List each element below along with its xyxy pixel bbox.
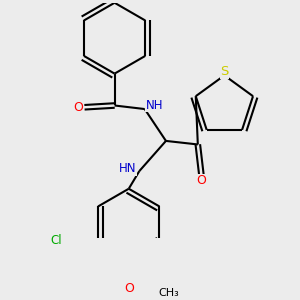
- Text: O: O: [73, 101, 83, 114]
- Text: HN: HN: [119, 162, 137, 175]
- Text: O: O: [196, 174, 206, 188]
- Text: CH₃: CH₃: [158, 288, 179, 298]
- Text: NH: NH: [146, 99, 164, 112]
- Text: S: S: [220, 65, 229, 78]
- Text: Cl: Cl: [50, 234, 61, 247]
- Text: O: O: [124, 282, 134, 295]
